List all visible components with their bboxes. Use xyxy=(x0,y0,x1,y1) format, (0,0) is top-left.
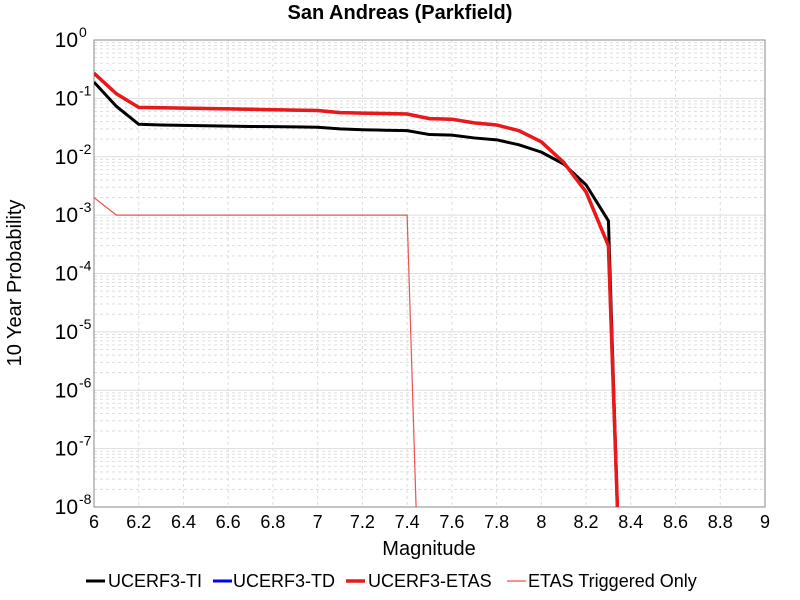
x-tick-label: 7 xyxy=(313,512,323,532)
y-tick-exponent: -1 xyxy=(79,82,92,98)
x-tick-labels: 6 6.2 6.4 6.6 6.8 7 7.2 7.4 7.6 7.8 8 8.2 8.4 8.6 8.8 9 xyxy=(89,512,770,532)
legend-label: UCERF3-ETAS xyxy=(368,571,492,591)
series-line-ucerf3-ti xyxy=(94,81,619,507)
grid xyxy=(93,40,766,508)
y-tick-exponent: 0 xyxy=(79,24,87,40)
plot-frame xyxy=(93,39,766,508)
y-tick-base: 10 xyxy=(55,87,78,110)
x-tick-label: 6 xyxy=(89,512,99,532)
legend-label: UCERF3-TD xyxy=(233,571,335,591)
y-tick-base: 10 xyxy=(55,438,78,461)
legend: UCERF3-TI UCERF3-TD UCERF3-ETAS ETAS Trigge… xyxy=(86,571,697,591)
y-tick-base: 10 xyxy=(55,29,78,52)
x-tick-label: 6.6 xyxy=(216,512,241,532)
x-tick-label: 7.6 xyxy=(439,512,464,532)
y-tick-base: 10 xyxy=(55,379,78,402)
y-axis-label: 10 Year Probability xyxy=(4,200,26,367)
series-line-ucerf3-etas xyxy=(94,71,620,507)
y-tick-base: 10 xyxy=(55,321,78,344)
x-tick-label: 6.2 xyxy=(126,512,151,532)
y-tick-exponent: -4 xyxy=(79,258,92,274)
x-tick-label: 8 xyxy=(536,512,546,532)
series-group xyxy=(94,71,620,507)
x-axis-label: Magnitude xyxy=(382,538,475,560)
y-tick-exponent: -3 xyxy=(79,199,92,215)
x-tick-label: 6.4 xyxy=(171,512,196,532)
x-tick-label: 7.8 xyxy=(484,512,509,532)
legend-label: UCERF3-TI xyxy=(108,571,202,591)
x-tick-label: 7.4 xyxy=(395,512,420,532)
y-tick-base: 10 xyxy=(55,146,78,169)
x-tick-label: 8.4 xyxy=(618,512,643,532)
legend-label: ETAS Triggered Only xyxy=(528,571,697,591)
x-tick-label: 8.8 xyxy=(708,512,733,532)
y-tick-base: 10 xyxy=(55,496,78,519)
x-tick-label: 8.6 xyxy=(663,512,688,532)
x-tick-label: 6.8 xyxy=(260,512,285,532)
y-tick-base: 10 xyxy=(55,204,78,227)
chart-title: San Andreas (Parkfield) xyxy=(288,2,513,24)
y-tick-exponent: -8 xyxy=(79,491,92,507)
x-tick-label: 7.2 xyxy=(350,512,375,532)
y-tick-exponent: -6 xyxy=(79,374,92,390)
series-line-etas-triggered-only xyxy=(94,197,417,507)
x-tick-label: 9 xyxy=(760,512,770,532)
y-tick-exponent: -5 xyxy=(79,316,92,332)
y-tick-exponent: -7 xyxy=(79,433,92,449)
y-tick-base: 10 xyxy=(55,263,78,286)
x-tick-label: 8.2 xyxy=(574,512,599,532)
y-tick-exponent: -2 xyxy=(79,141,92,157)
